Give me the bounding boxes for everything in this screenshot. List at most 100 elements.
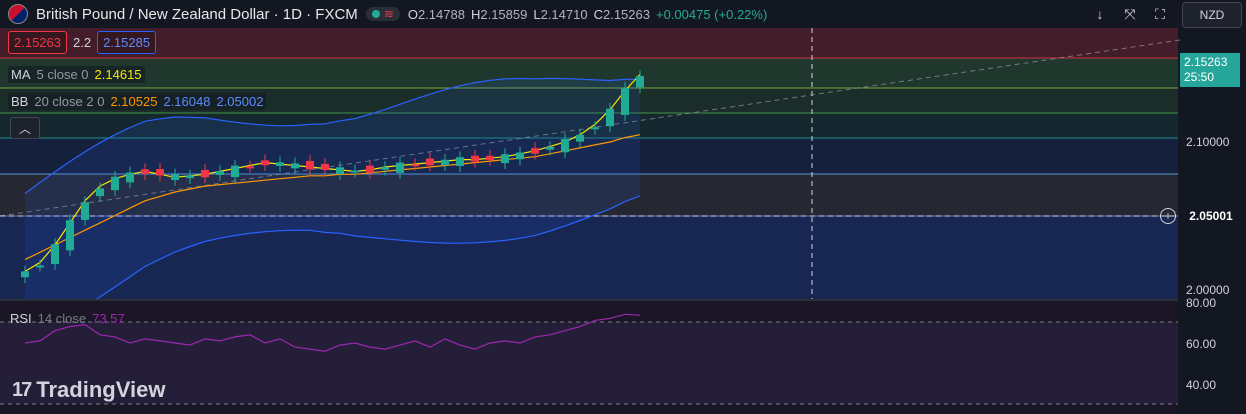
top-toolbar: ↓ ⤧ ⛶ xyxy=(1088,2,1172,26)
chevron-up-icon: ︿ xyxy=(18,121,31,136)
spread-value: 2.2 xyxy=(73,35,92,50)
candle-body xyxy=(441,159,449,166)
rsi-value: 73.57 xyxy=(92,311,125,326)
rsi-params: 14 close xyxy=(37,311,87,326)
market-open-dot-icon xyxy=(371,10,380,18)
bb-basis-value: 2.10525 xyxy=(110,94,158,109)
candle-body xyxy=(351,170,359,173)
candle-body xyxy=(336,167,344,174)
trade-buttons: 2.15263 2.2 2.15285 xyxy=(8,31,157,54)
rsi-axis-label: 40.00 xyxy=(1186,378,1217,392)
candle-body xyxy=(561,139,569,153)
zone-blue xyxy=(0,216,1178,300)
collapse-legend-button[interactable]: ︿ xyxy=(10,117,40,139)
zone-gray xyxy=(0,174,1178,216)
low-key: L xyxy=(533,6,541,22)
candle-body xyxy=(531,148,539,154)
download-button[interactable]: ↓ xyxy=(1088,2,1112,26)
candle-body xyxy=(456,157,464,166)
bb-band-fill xyxy=(25,78,640,341)
bb-lower-value: 2.05002 xyxy=(216,94,264,109)
current-price-label: 2.15263 xyxy=(1184,55,1228,69)
high-value: 2.15859 xyxy=(480,6,528,22)
symbol-title[interactable]: British Pound / New Zealand Dollar · 1D … xyxy=(36,5,358,23)
crosshair-price-label: 2.05001 xyxy=(1180,207,1242,225)
candle-body xyxy=(306,160,314,170)
candle-body xyxy=(66,220,74,251)
candle-body xyxy=(111,176,119,191)
candle-body xyxy=(171,174,179,180)
fullscreen-icon: ⛶ xyxy=(1155,5,1165,22)
candle-body xyxy=(591,127,599,130)
bb-upper-line xyxy=(24,77,641,194)
candle-body xyxy=(36,265,44,268)
zone-green xyxy=(0,58,1178,88)
add-alert-icon[interactable]: + xyxy=(1160,208,1176,224)
open-key: O xyxy=(407,6,418,22)
price-axis-label: 2.10000 xyxy=(1186,135,1230,149)
tradingview-logo[interactable]: 17 TradingView xyxy=(12,377,165,403)
buy-button[interactable]: 2.15285 xyxy=(97,31,157,54)
candle-body xyxy=(81,202,89,220)
sell-button[interactable]: 2.15263 xyxy=(8,31,67,54)
rsi-axis-label: 60.00 xyxy=(1186,337,1217,351)
brand-name: TradingView xyxy=(36,377,166,402)
candle-body xyxy=(411,164,419,167)
candle-body xyxy=(381,167,389,170)
candle-body xyxy=(126,172,134,183)
bb-name: BB xyxy=(11,94,29,109)
rsi-name: RSI xyxy=(10,311,32,326)
candle-body xyxy=(636,76,644,88)
ma-params: 5 close 0 xyxy=(36,67,89,82)
bb-lower-line xyxy=(24,195,641,342)
ma-legend[interactable]: MA 5 close 0 2.14615 xyxy=(8,66,145,83)
wave-icon: ≋ xyxy=(383,7,394,21)
rsi-line xyxy=(24,313,641,352)
candle-body xyxy=(576,134,584,142)
download-icon: ↓ xyxy=(1096,6,1104,22)
rsi-band xyxy=(0,322,1178,404)
tradingview-icon: 17 xyxy=(12,378,32,401)
bar-countdown: 25:50 xyxy=(1184,70,1215,84)
candle-body xyxy=(141,169,149,174)
currency-selector[interactable]: NZD xyxy=(1182,2,1242,28)
candle-body xyxy=(291,163,299,169)
candle-body xyxy=(156,169,164,176)
ma-value: 2.14615 xyxy=(94,67,142,82)
candle-body xyxy=(201,169,209,178)
market-status-pill[interactable]: ≋ xyxy=(365,7,400,21)
bb-params: 20 close 2 0 xyxy=(34,94,105,109)
candle-body xyxy=(606,108,614,127)
candle-body xyxy=(186,175,194,179)
zone-blue-light xyxy=(0,138,1178,174)
candle-body xyxy=(546,146,554,150)
symbol-header: British Pound / New Zealand Dollar · 1D … xyxy=(0,0,767,28)
candle-body xyxy=(21,271,29,278)
high-key: H xyxy=(470,6,481,22)
current-price-tag: 2.15263 25:50 xyxy=(1180,53,1240,87)
bb-upper-value: 2.16048 xyxy=(163,94,211,109)
candle-body xyxy=(396,162,404,173)
currency-flag-icon xyxy=(8,4,28,24)
candle-body xyxy=(261,160,269,166)
rsi-legend[interactable]: RSI 14 close 73.57 xyxy=(10,311,125,326)
close-key: C xyxy=(593,6,603,22)
candle-body xyxy=(231,165,239,178)
collapse-icon: ⤧ xyxy=(1124,5,1136,22)
fullscreen-button[interactable]: ⛶ xyxy=(1148,2,1172,26)
candle-body xyxy=(216,171,224,175)
rsi-pane-bg xyxy=(0,300,1178,414)
ohlc-readout: O2.14788 H2.15859 L2.14710 C2.15263 +0.0… xyxy=(408,7,767,22)
collapse-button[interactable]: ⤧ xyxy=(1118,2,1142,26)
candle-body xyxy=(321,163,329,171)
price-axis-label: 2.00000 xyxy=(1186,283,1230,297)
bb-legend[interactable]: BB 20 close 2 0 2.10525 2.16048 2.05002 xyxy=(8,93,267,110)
candle-body xyxy=(516,152,524,160)
low-value: 2.14710 xyxy=(540,6,588,22)
change-value: +0.00475 (+0.22%) xyxy=(655,6,768,22)
candle-body xyxy=(246,166,254,169)
close-value: 2.15263 xyxy=(602,6,650,22)
candle-body xyxy=(486,155,494,161)
candle-body xyxy=(426,158,434,166)
